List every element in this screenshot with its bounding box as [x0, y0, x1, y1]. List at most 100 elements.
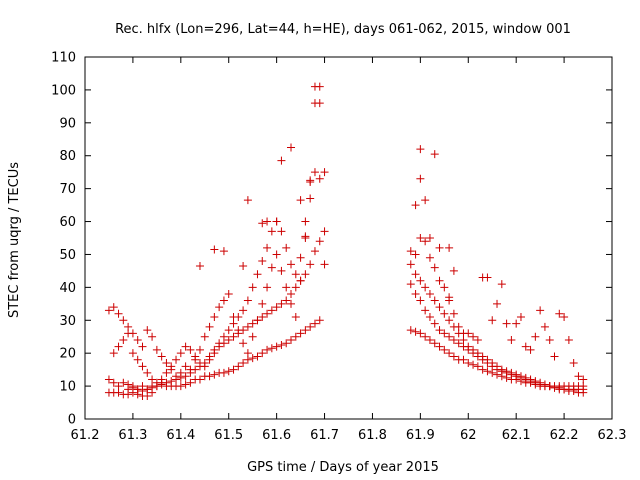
- data-point: [421, 332, 430, 341]
- data-point: [277, 156, 286, 165]
- data-point: [421, 283, 430, 292]
- data-point: [315, 174, 324, 183]
- data-point: [425, 336, 434, 345]
- data-point: [464, 342, 473, 351]
- data-point: [138, 362, 147, 371]
- data-point: [277, 299, 286, 308]
- data-point: [162, 368, 171, 377]
- data-point: [219, 332, 228, 341]
- data-point: [449, 309, 458, 318]
- data-point: [531, 377, 540, 386]
- y-tick-label: 20: [59, 347, 76, 362]
- data-point: [162, 378, 171, 387]
- data-point: [287, 289, 296, 298]
- data-point: [109, 303, 118, 312]
- data-point: [248, 283, 257, 292]
- data-point: [440, 345, 449, 354]
- data-point: [320, 168, 329, 177]
- data-point: [176, 382, 185, 391]
- y-tick-label: 30: [59, 314, 76, 329]
- data-point: [526, 375, 535, 384]
- data-point: [502, 319, 511, 328]
- data-point: [301, 232, 310, 241]
- data-point: [416, 234, 425, 242]
- data-point: [133, 355, 142, 364]
- data-point: [243, 296, 252, 305]
- data-point: [416, 174, 425, 183]
- x-tick-label: 62.1: [502, 428, 531, 443]
- y-tick-label: 50: [59, 248, 76, 263]
- data-point: [445, 293, 454, 302]
- data-point: [315, 237, 324, 246]
- data-point: [526, 345, 535, 354]
- data-point: [148, 383, 157, 392]
- data-point: [425, 253, 434, 262]
- data-point: [253, 316, 262, 325]
- data-point: [320, 260, 329, 269]
- data-point: [195, 362, 204, 371]
- data-point: [445, 332, 454, 341]
- data-point: [430, 296, 439, 305]
- data-point: [128, 329, 137, 338]
- data-point: [315, 99, 324, 108]
- data-point: [243, 322, 252, 331]
- data-point: [248, 354, 257, 363]
- data-point: [277, 266, 286, 275]
- data-point: [406, 247, 415, 256]
- data-point: [488, 316, 497, 325]
- data-point: [205, 372, 214, 381]
- data-point: [445, 349, 454, 358]
- data-point: [239, 306, 248, 315]
- data-point: [200, 332, 209, 341]
- data-point: [229, 319, 238, 328]
- data-point: [406, 260, 415, 269]
- data-point: [464, 329, 473, 338]
- data-point: [282, 243, 291, 252]
- data-point: [195, 375, 204, 384]
- data-point: [267, 344, 276, 353]
- data-point: [167, 365, 176, 374]
- data-point: [296, 329, 305, 338]
- data-point: [483, 367, 492, 376]
- data-point: [114, 382, 123, 391]
- data-point: [411, 270, 420, 279]
- x-tick-label: 61.7: [310, 428, 339, 443]
- data-point: [440, 309, 449, 318]
- data-point: [272, 217, 281, 226]
- axis-ticks: 61.2 61.3 61.4 61.5 61.6 61.7 61.8 61.9 62 62.1 62…: [51, 51, 626, 444]
- data-point: [128, 349, 137, 358]
- data-point: [277, 227, 286, 236]
- data-point: [507, 368, 516, 377]
- data-point: [564, 336, 573, 345]
- data-point: [416, 145, 425, 154]
- data-point: [248, 332, 257, 341]
- data-point: [215, 339, 224, 348]
- data-point: [176, 373, 185, 382]
- x-tick-label: 62: [460, 428, 477, 443]
- data-point: [119, 336, 128, 345]
- data-point: [560, 312, 569, 321]
- data-point: [219, 368, 228, 377]
- data-point: [219, 296, 228, 305]
- data-point: [282, 296, 291, 305]
- data-point: [469, 345, 478, 354]
- data-point: [416, 296, 425, 305]
- data-point: [119, 378, 128, 387]
- data-point: [445, 243, 454, 252]
- data-point: [296, 276, 305, 285]
- data-point: [267, 306, 276, 315]
- data-point: [411, 250, 420, 259]
- data-point: [263, 217, 272, 226]
- data-point: [435, 303, 444, 312]
- plot-frame: [84, 56, 613, 420]
- data-point: [167, 377, 176, 386]
- data-point: [483, 273, 492, 282]
- data-point: [282, 283, 291, 292]
- x-tick-label: 62.3: [598, 428, 627, 443]
- data-point: [411, 327, 420, 336]
- data-point: [272, 250, 281, 259]
- data-point: [512, 370, 521, 379]
- data-point: [138, 342, 147, 351]
- data-point: [473, 349, 482, 358]
- data-point: [263, 309, 272, 318]
